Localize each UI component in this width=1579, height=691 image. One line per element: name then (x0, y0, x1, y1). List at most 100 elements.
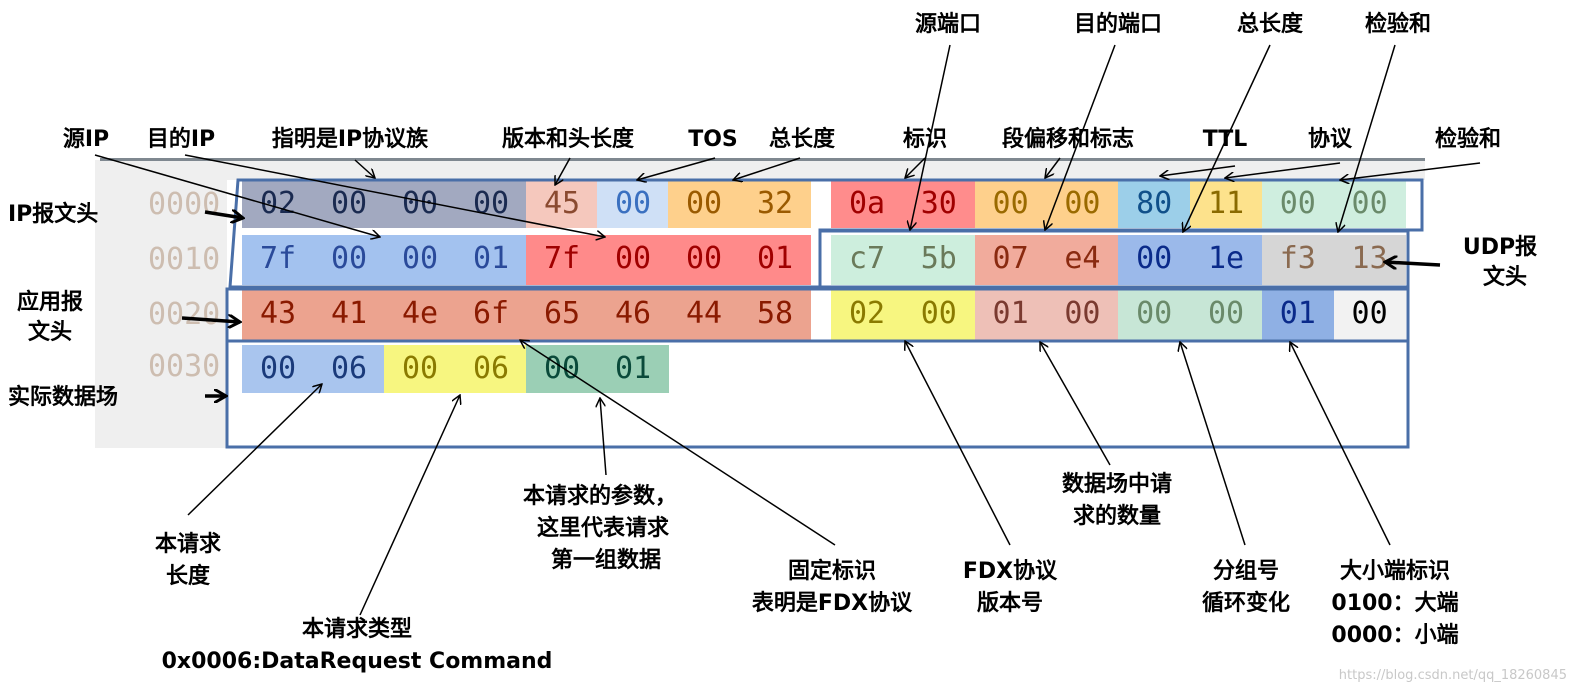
hex-byte: 01 (614, 351, 652, 386)
hex-byte: 58 (756, 296, 794, 331)
pointer-arrow (1340, 162, 1481, 180)
pointer-arrow (1045, 44, 1116, 230)
hex-byte: 06 (472, 351, 510, 386)
label-data-field: 实际数据场 (8, 385, 119, 410)
label-req-count-1: 数据场中请 (1061, 472, 1173, 497)
label-req-type-2: 0x0006:DataRequest Command (161, 649, 553, 674)
hex-byte: 00 (992, 186, 1029, 221)
hex-byte: 46 (614, 296, 652, 331)
hex-byte: 65 (543, 296, 581, 331)
label-ip-total-len: 总长度 (768, 127, 836, 152)
hex-byte: 00 (614, 241, 652, 276)
hex-byte: 00 (1351, 296, 1388, 331)
hex-byte: e4 (1064, 241, 1101, 276)
pointer-arrow (204, 212, 243, 218)
label-ident: 标识 (902, 127, 948, 152)
pointer-arrow (905, 341, 1011, 546)
label-src-port: 源端口 (914, 12, 982, 37)
hex-byte: 01 (992, 296, 1029, 331)
pointer-arrow (1385, 262, 1441, 265)
hex-byte: 01 (756, 241, 794, 276)
pointer-arrow (1183, 44, 1271, 232)
ip-header-box (228, 178, 1424, 289)
pointer-arrow (733, 157, 801, 180)
hex-byte: 00 (330, 241, 368, 276)
byte-group-highlight (242, 290, 811, 340)
label-fdx-version-1: FDX协议 (962, 559, 1058, 584)
hex-byte: 13 (1351, 241, 1388, 276)
label-fixed-id-1: 固定标识 (787, 559, 877, 584)
label-fdx-version-2: 版本号 (976, 591, 1044, 616)
label-dst-ip: 目的IP (146, 127, 216, 152)
hex-byte: 00 (330, 186, 368, 221)
hex-byte: 00 (1279, 186, 1316, 221)
byte-group-highlight (526, 235, 811, 285)
pointer-arrow (354, 159, 375, 178)
label-ip-family: 指明是IP协议族 (271, 127, 429, 152)
pointer-arrow (1045, 157, 1061, 178)
byte-group-highlight (1261, 290, 1334, 340)
byte-group-highlight (242, 235, 527, 285)
hex-byte: 00 (1136, 296, 1173, 331)
byte-group-highlight (384, 345, 527, 393)
byte-group-highlight (668, 180, 811, 228)
hex-byte: 30 (920, 186, 957, 221)
hex-byte: 00 (685, 241, 723, 276)
byte-group-highlight (831, 235, 975, 285)
hex-byte: 43 (259, 296, 297, 331)
label-req-type-1: 本请求类型 (301, 617, 413, 642)
label-seq-1: 分组号 (1212, 559, 1280, 584)
pointer-arrow (637, 157, 716, 180)
hex-byte: 6f (472, 296, 510, 331)
udp-header-box (818, 229, 1410, 289)
offset-column (95, 160, 227, 448)
label-frag: 段偏移和标志 (1001, 127, 1135, 152)
byte-group-highlight (1118, 180, 1191, 228)
data-field-box (225, 339, 1410, 449)
hex-byte: 1e (1207, 241, 1245, 276)
hex-byte: 44 (685, 296, 723, 331)
pointer-arrow (184, 154, 605, 237)
hex-byte: 4e (401, 296, 439, 331)
pointer-arrow (1338, 44, 1396, 232)
hex-byte: 00 (1351, 186, 1388, 221)
label-req-param-2: 这里代表请求 (536, 516, 670, 541)
byte-group-highlight (974, 235, 1119, 285)
pointer-arrow (1180, 342, 1246, 546)
hex-byte: c7 (848, 241, 886, 276)
pointer-arrow (1160, 165, 1236, 176)
pointer-arrow (910, 44, 951, 230)
hex-byte: 00 (685, 186, 723, 221)
hex-byte: 80 (1136, 186, 1173, 221)
pointer-arrow (1290, 342, 1391, 546)
hex-byte: 32 (756, 186, 794, 221)
label-udp-header-1: UDP报 (1462, 235, 1538, 260)
byte-group-highlight (1261, 235, 1406, 285)
label-req-param-1: 本请求的参数， (522, 484, 678, 509)
pointer-arrow (359, 395, 460, 616)
label-ip-header: IP报文头 (8, 202, 99, 227)
hex-byte: 00 (1136, 241, 1173, 276)
pointer-arrow (1225, 162, 1341, 178)
hex-byte: 45 (543, 186, 581, 221)
hex-byte: 07 (992, 241, 1029, 276)
divider (100, 158, 1425, 161)
pointer-arrow (905, 157, 926, 178)
pointer-arrow (600, 398, 607, 476)
hex-byte: 11 (1207, 186, 1245, 221)
hex-byte: 00 (920, 296, 957, 331)
label-udp-header-2: 文头 (1482, 265, 1528, 290)
offset-0030: 0030 (148, 349, 221, 384)
label-req-param-3: 第一组数据 (550, 548, 662, 573)
pointer-arrow (555, 157, 571, 185)
byte-group-highlight (526, 345, 669, 393)
label-app-header-2: 文头 (27, 320, 73, 345)
hex-byte: 00 (1064, 296, 1101, 331)
pointer-arrow (187, 384, 322, 516)
hex-byte: 02 (848, 296, 886, 331)
hex-byte: 01 (1279, 296, 1316, 331)
hex-byte: 0a (848, 186, 886, 221)
label-dst-port: 目的端口 (1073, 12, 1163, 37)
label-udp-total-len: 总长度 (1236, 12, 1304, 37)
